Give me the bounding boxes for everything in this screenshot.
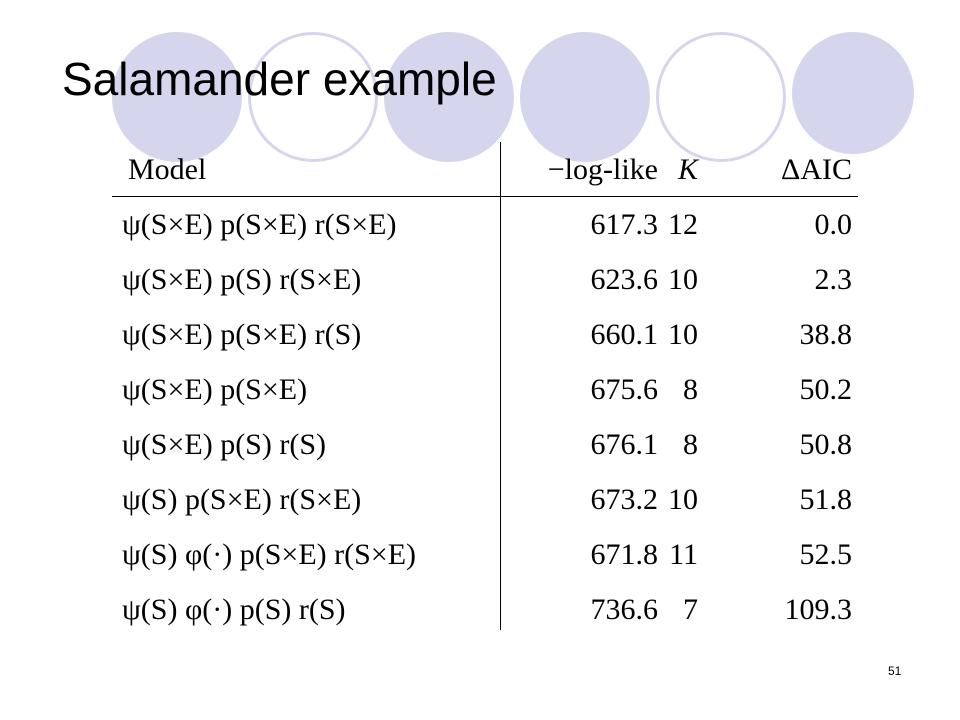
decor-circle-4: [520, 32, 650, 162]
row-model: ψ(S) p(S×E) r(S×E): [122, 483, 362, 516]
row-k: 7: [683, 593, 698, 626]
table-header-divider: [112, 196, 858, 197]
row-loglike: 671.8: [590, 538, 659, 571]
row-model: ψ(S) φ(·) p(S) r(S): [122, 593, 346, 626]
slide-title: Salamander example: [62, 53, 497, 105]
page-number: 51: [888, 664, 902, 678]
row-model: ψ(S×E) p(S) r(S): [122, 428, 327, 461]
row-k: 10: [668, 318, 698, 351]
row-k: 10: [668, 483, 698, 516]
row-loglike: 623.6: [590, 263, 659, 296]
header-loglike: −log-like: [547, 153, 658, 186]
row-loglike: 660.1: [590, 318, 659, 351]
row-k: 12: [668, 208, 698, 241]
row-delta-aic: 109.3: [784, 593, 853, 626]
row-delta-aic: 50.2: [799, 373, 853, 406]
header-k: K: [677, 153, 698, 186]
row-delta-aic: 50.8: [799, 428, 853, 461]
row-loglike: 676.1: [590, 428, 659, 461]
table-vertical-divider: [500, 142, 501, 630]
decor-circle-3: [384, 32, 514, 162]
row-delta-aic: 52.5: [799, 538, 853, 571]
row-k: 8: [683, 428, 698, 461]
row-loglike: 736.6: [590, 593, 659, 626]
row-delta-aic: 51.8: [799, 483, 853, 516]
decor-circle-1: [112, 32, 242, 162]
decor-circle-5: [656, 32, 786, 162]
row-delta-aic: 0.0: [814, 208, 853, 241]
row-model: ψ(S×E) p(S) r(S×E): [122, 263, 362, 296]
row-loglike: 617.3: [590, 208, 659, 241]
row-delta-aic: 38.8: [799, 318, 853, 351]
row-k: 8: [683, 373, 698, 406]
row-loglike: 673.2: [590, 483, 659, 516]
row-model: ψ(S×E) p(S×E) r(S): [122, 318, 362, 351]
header-model: Model: [128, 153, 207, 186]
decor-circle-6: [792, 32, 914, 154]
row-model: ψ(S) φ(·) p(S×E) r(S×E): [122, 538, 417, 571]
row-model: ψ(S×E) p(S×E) r(S×E): [122, 208, 397, 241]
row-k: 11: [669, 538, 698, 571]
row-delta-aic: 2.3: [814, 263, 853, 296]
row-loglike: 675.6: [590, 373, 659, 406]
decor-circle-2: [248, 32, 378, 162]
row-model: ψ(S×E) p(S×E): [122, 373, 308, 406]
row-k: 10: [668, 263, 698, 296]
header-delta-aic: ΔAIC: [781, 153, 852, 186]
